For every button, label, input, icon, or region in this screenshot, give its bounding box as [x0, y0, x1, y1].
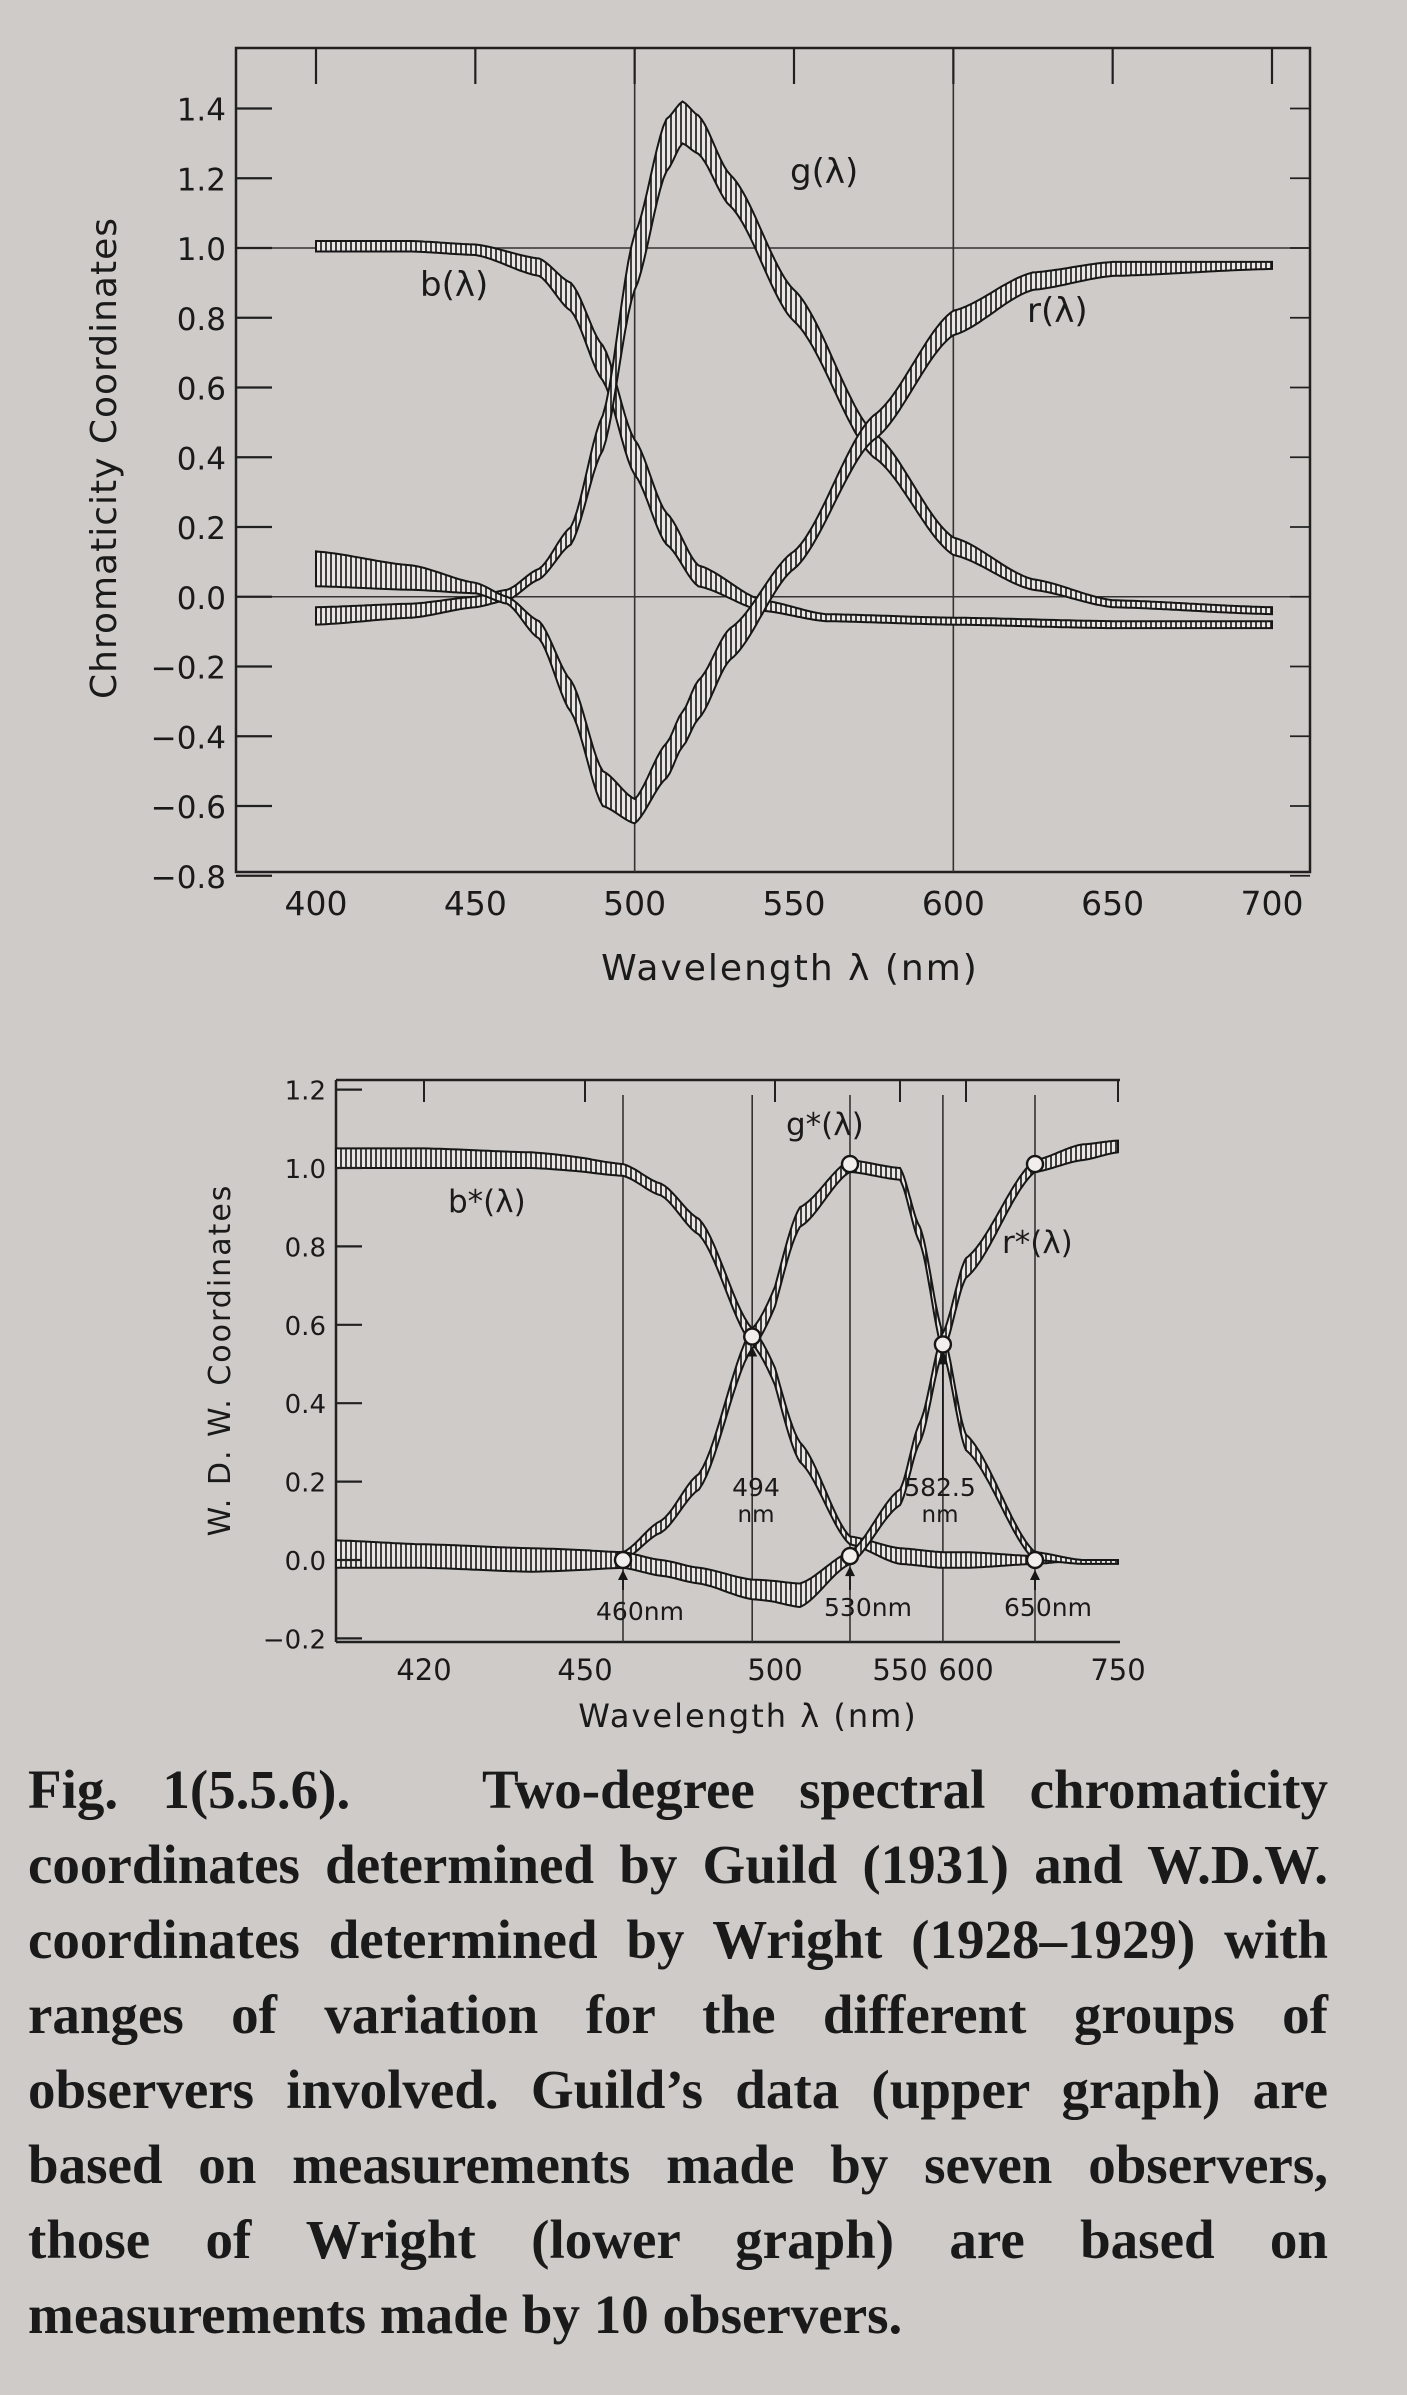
lower-y-tick-label: −0.2 — [263, 1625, 326, 1655]
upper-x-tick-label: 450 — [444, 884, 507, 923]
crossing-arrow-head — [747, 1346, 758, 1357]
lower-x-ticks: 420 450 500 550 600 750 — [396, 1080, 1146, 1687]
label-650nm: 650nm — [1004, 1593, 1092, 1622]
upper-x-tick-label: 550 — [763, 884, 826, 923]
upper-plot-frame — [234, 46, 1312, 874]
upper-y-tick-label: 1.2 — [177, 162, 226, 198]
crossing-point — [840, 1154, 860, 1174]
figure-svg: 1.4 1.2 1.0 0.8 0.6 0.4 0.2 0.0 −0.2 −0.4 −0.6 −0.8… — [84, 46, 1312, 1735]
upper-r-label: r(λ) — [1027, 291, 1088, 331]
caption-text: Two-degree spectral chromaticity coordin… — [28, 1759, 1328, 2345]
label-5825-number: 582.5 — [904, 1473, 976, 1502]
lower-y-tick-label: 0.6 — [285, 1312, 326, 1342]
upper-x-ticks: 400 450 500 550 600 650 700 — [285, 48, 1310, 923]
upper-x-tick-label: 700 — [1241, 884, 1304, 923]
crossing-point — [1025, 1550, 1045, 1570]
lower-crossing-points — [613, 1154, 1045, 1590]
lower-r-label: r*(λ) — [1002, 1225, 1073, 1261]
label-530nm: 530nm — [824, 1593, 912, 1622]
lower-x-tick-label: 420 — [396, 1653, 451, 1687]
lower-y-tick-label: 1.2 — [285, 1077, 326, 1107]
lower-x-tick-label: 550 — [872, 1653, 927, 1687]
lower-y-ticks: 1.2 1.0 0.8 0.6 0.4 0.2 0.0 −0.2 — [263, 1077, 362, 1655]
lower-y-tick-label: 0.2 — [285, 1469, 326, 1499]
upper-x-axis-label: Wavelength λ (nm) — [601, 948, 979, 989]
label-5825-unit: nm — [922, 1502, 959, 1528]
lower-x-tick-label: 450 — [557, 1653, 612, 1687]
figure-caption: Fig. 1(5.5.6). Two-degree spectral chrom… — [28, 1752, 1328, 2352]
upper-y-ticks: 1.4 1.2 1.0 0.8 0.6 0.4 0.2 0.0 −0.2 −0.4 −0.6 −0.8 — [151, 93, 272, 896]
lower-bands — [335, 1139, 1119, 1609]
lower-x-tick-label: 750 — [1090, 1653, 1145, 1687]
lower-y-tick-label: 0.8 — [285, 1233, 326, 1263]
lower-y-tick-label: 0.0 — [285, 1547, 326, 1577]
upper-y-tick-label: −0.4 — [151, 720, 226, 756]
lower-band-g — [335, 1159, 1119, 1565]
lower-g-label: g*(λ) — [786, 1107, 864, 1143]
upper-y-tick-label: 0.6 — [177, 372, 226, 408]
upper-y-tick-label: 0.4 — [177, 441, 226, 477]
upper-band-g — [315, 100, 1273, 626]
upper-y-tick-label: 0.8 — [177, 302, 226, 338]
label-494-number: 494 — [732, 1473, 780, 1502]
crossing-point — [1025, 1154, 1045, 1174]
crossing-arrow-head — [618, 1570, 628, 1580]
upper-y-tick-label: −0.6 — [151, 790, 226, 826]
upper-x-tick-label: 400 — [285, 884, 348, 923]
crossing-point — [933, 1335, 953, 1354]
upper-x-tick-label: 650 — [1081, 884, 1144, 923]
upper-band-b — [315, 240, 1273, 630]
upper-y-tick-label: 1.0 — [177, 232, 226, 268]
crossing-arrow-head — [937, 1354, 948, 1365]
lower-y-tick-label: 0.4 — [285, 1390, 326, 1420]
lower-band-r — [335, 1139, 1119, 1609]
upper-g-label: g(λ) — [790, 152, 858, 192]
lower-x-tick-label: 600 — [938, 1653, 993, 1687]
upper-b-label: b(λ) — [420, 265, 488, 305]
lower-x-tick-label: 500 — [747, 1653, 802, 1687]
upper-y-axis-label: Chromaticity Coordinates — [84, 217, 125, 699]
crossing-arrow-head — [1030, 1570, 1040, 1580]
upper-bands — [315, 100, 1273, 825]
lower-y-tick-label: 1.0 — [285, 1155, 326, 1185]
lower-y-axis-label: W. D. W. Coordinates — [203, 1184, 238, 1537]
upper-y-tick-label: 0.0 — [177, 581, 226, 617]
lower-chart: 1.2 1.0 0.8 0.6 0.4 0.2 0.0 −0.2 420 450 500 550 60… — [203, 1077, 1146, 1735]
crossing-point — [743, 1327, 762, 1346]
label-460nm: 460nm — [596, 1597, 684, 1626]
upper-x-tick-label: 500 — [603, 884, 666, 923]
upper-band-r — [315, 260, 1273, 825]
upper-reference-lines — [236, 48, 1310, 872]
upper-y-tick-label: −0.8 — [151, 860, 226, 896]
lower-x-axis-label: Wavelength λ (nm) — [578, 1697, 918, 1735]
label-494-unit: nm — [738, 1502, 775, 1528]
crossing-arrow-head — [845, 1566, 855, 1577]
lower-b-label: b*(λ) — [448, 1184, 526, 1220]
upper-y-tick-label: 1.4 — [177, 93, 226, 129]
upper-y-tick-label: −0.2 — [151, 651, 226, 687]
crossing-point — [840, 1546, 860, 1566]
upper-x-tick-label: 600 — [922, 884, 985, 923]
upper-y-tick-label: 0.2 — [177, 511, 226, 547]
upper-chart: 1.4 1.2 1.0 0.8 0.6 0.4 0.2 0.0 −0.2 −0.4 −0.6 −0.8… — [84, 46, 1312, 989]
crossing-point — [613, 1550, 633, 1570]
caption-figure-number: Fig. 1(5.5.6). — [28, 1759, 351, 1820]
